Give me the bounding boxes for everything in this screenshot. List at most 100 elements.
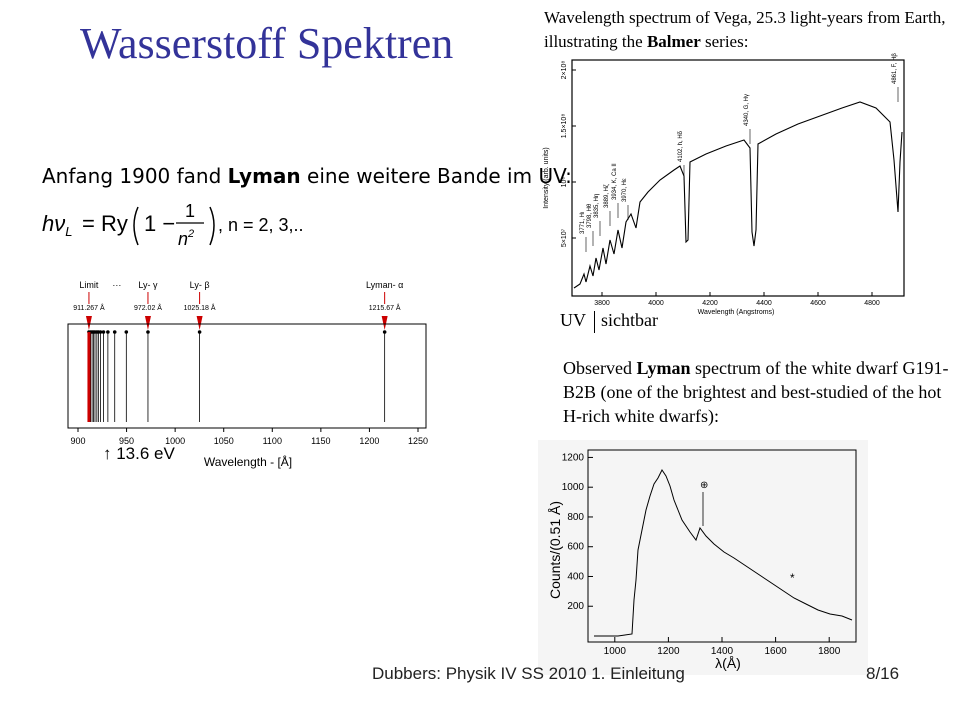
- vega-caption-pre: Wavelength spectrum of Vega, 25.3 light-…: [544, 8, 946, 51]
- formula-n-range: , n = 2, 3,...: [218, 215, 302, 235]
- wd-xtick-0: 1000: [604, 646, 627, 657]
- white-dwarf-spectrum-chart: ⊕ * 1000 1200 1400 1600 1800 200 400 600 800 100…: [538, 440, 868, 675]
- lyman-xticks: 900 950 1000 1050 1100 1150 1200 1250: [70, 428, 428, 446]
- formula-paren-right: [209, 206, 215, 246]
- vega-line-label-5: 3970, Hε: [622, 178, 628, 202]
- lyman-xtick-7: 1250: [408, 436, 428, 446]
- vega-line-label-8: 4861, F, Hβ: [892, 53, 898, 84]
- formula-paren-left: [133, 206, 139, 246]
- vega-spectrum-chart: 3771, Hι 3798, Hθ 3835, Hη 3889, Hζ 3934, K,…: [543, 53, 905, 316]
- vega-xtick-1: 4000: [648, 300, 664, 307]
- lyman-ellipsis: ···: [112, 280, 121, 290]
- wd-ytick-2: 600: [567, 542, 584, 553]
- lyman-line-dot-11: [124, 330, 129, 334]
- lyman-marker-name-3: Lyman- α: [366, 280, 403, 290]
- white-dwarf-caption: Observed Lyman spectrum of the white dwa…: [563, 356, 953, 428]
- lyman-line-dot-12: [146, 330, 150, 334]
- wd-annotation-theta: ⊕: [700, 480, 708, 491]
- formula-denominator: n2: [178, 228, 194, 249]
- lyman-marker-name-2: Ly- β: [190, 280, 210, 290]
- wd-xticks: 1000 1200 1400 1600 1800: [604, 637, 841, 657]
- vega-ytick-2: 1.5×10⁸: [561, 114, 568, 139]
- wd-ytick-3: 800: [567, 512, 584, 523]
- vega-line-label-4: 3934, K, Ca II: [612, 163, 618, 200]
- lyman-line-dot-14: [382, 330, 387, 334]
- lyman-marker-value-3: 1215.67 Å: [369, 303, 401, 312]
- vega-line-label-0: 3771, Hι: [580, 211, 586, 234]
- visible-label: sichtbar: [601, 310, 658, 330]
- lyman-formula: hνL = Ry 1 − 1 n2 , n = 2, 3,...: [42, 201, 302, 249]
- wd-ytick-5: 1200: [562, 452, 585, 463]
- lyman-intro-pre: Anfang 1900 fand: [42, 164, 228, 188]
- wd-ylabel: Counts/(0.51 Å): [547, 501, 563, 599]
- lyman-xtick-6: 1200: [359, 436, 379, 446]
- formula-one: 1 −: [144, 211, 175, 236]
- lyman-marker-name-0: Limit: [79, 280, 99, 290]
- lyman-marker-name-1: Ly- γ: [138, 280, 158, 290]
- lyman-marker-value-2: 1025.18 Å: [184, 303, 216, 312]
- formula-equals: = Ry: [82, 211, 128, 236]
- lyman-line-dot-13: [197, 330, 202, 334]
- lyman-intro-post: eine weitere Bande im UV:: [300, 164, 572, 188]
- lyman-series-chart: Limit 911.267 Å Ly- γ 972.02 Å Ly- β 1025.18 …: [67, 280, 428, 469]
- wd-yticks: 200 400 600 800 1000 1200: [562, 452, 593, 612]
- lyman-line-dot-9: [106, 330, 110, 334]
- vega-xtick-4: 4600: [810, 300, 826, 307]
- lyman-xtick-3: 1050: [214, 436, 234, 446]
- wd-caption-pre: Observed: [563, 358, 637, 378]
- vega-xlabel: Wavelength (Angstroms): [698, 309, 775, 316]
- lyman-marker-value-1: 972.02 Å: [134, 303, 162, 312]
- lyman-marker-arrow-3: [381, 316, 388, 330]
- lyman-limit-band: [87, 332, 91, 422]
- wd-xtick-4: 1800: [818, 646, 841, 657]
- vega-line-label-2: 3835, Hη: [594, 194, 600, 218]
- lyman-marker-arrow-2: [196, 316, 203, 330]
- vega-ytick-1: 10⁸: [561, 177, 568, 188]
- lyman-xtick-1: 950: [119, 436, 134, 446]
- lyman-marker-arrow-0: [85, 316, 92, 330]
- wd-xtick-3: 1600: [764, 646, 787, 657]
- lyman-xlabel: Wavelength - [Å]: [204, 454, 292, 469]
- wd-xtick-2: 1400: [711, 646, 734, 657]
- lyman-intro: Anfang 1900 fand Lyman eine weitere Band…: [42, 164, 572, 188]
- wd-annotation-star: *: [790, 571, 795, 585]
- page-number: 8/16: [866, 664, 900, 683]
- uv-visible-divider: UV sichtbar: [560, 310, 658, 333]
- wd-ytick-1: 400: [567, 571, 584, 582]
- vega-caption-bold: Balmer: [646, 32, 701, 51]
- formula-numerator: 1: [185, 201, 195, 221]
- lyman-line-dot-7: [98, 330, 103, 334]
- wd-caption-post: spectrum of the white dwarf G191-B2B (on…: [563, 358, 949, 426]
- wd-ytick-4: 1000: [562, 482, 585, 493]
- wd-spectrum-curve: [594, 469, 853, 637]
- vega-xtick-0: 3800: [594, 300, 610, 307]
- vega-xticks: 3800 4000 4200 4400 4600 4800: [594, 292, 880, 307]
- vega-xtick-2: 4200: [702, 300, 718, 307]
- lyman-line-dot-8: [101, 330, 106, 334]
- vega-line-labels: 3771, Hι 3798, Hθ 3835, Hη 3889, Hζ 3934, K,…: [580, 53, 899, 252]
- lyman-marker-arrow-1: [144, 316, 151, 330]
- vega-caption: Wavelength spectrum of Vega, 25.3 light-…: [544, 6, 954, 54]
- lyman-xtick-2: 1000: [165, 436, 185, 446]
- uv-label: UV: [560, 310, 586, 330]
- wd-ytick-0: 200: [567, 601, 584, 612]
- vega-xtick-3: 4400: [756, 300, 772, 307]
- lyman-intro-bold: Lyman: [227, 164, 301, 188]
- lyman-marker-labels: Limit 911.267 Å Ly- γ 972.02 Å Ly- β 1025.18 …: [73, 280, 403, 330]
- lyman-xtick-5: 1150: [311, 436, 330, 446]
- slide-title: Wasserstoff Spektren: [80, 19, 454, 68]
- wd-xtick-1: 1200: [657, 646, 680, 657]
- wd-plot-frame: [587, 449, 857, 643]
- vega-ytick-0: 5×10⁷: [561, 228, 568, 247]
- vega-ylabel: Intensity (arb. units): [543, 147, 550, 208]
- vega-line-label-6: 4102, h, Hδ: [678, 130, 684, 162]
- wd-caption-bold: Lyman: [636, 358, 691, 378]
- vega-ytick-3: 2×10⁸: [561, 61, 568, 80]
- footer-text: Dubbers: Physik IV SS 2010 1. Einleitung: [372, 664, 685, 683]
- vega-line-label-3: 3889, Hζ: [604, 184, 610, 208]
- vega-plot-frame: [571, 59, 905, 297]
- lyman-xtick-0: 900: [70, 436, 85, 446]
- vega-xtick-5: 4800: [864, 300, 880, 307]
- uv-visible-separator: [594, 310, 595, 333]
- wd-xlabel: λ(Å): [715, 655, 741, 671]
